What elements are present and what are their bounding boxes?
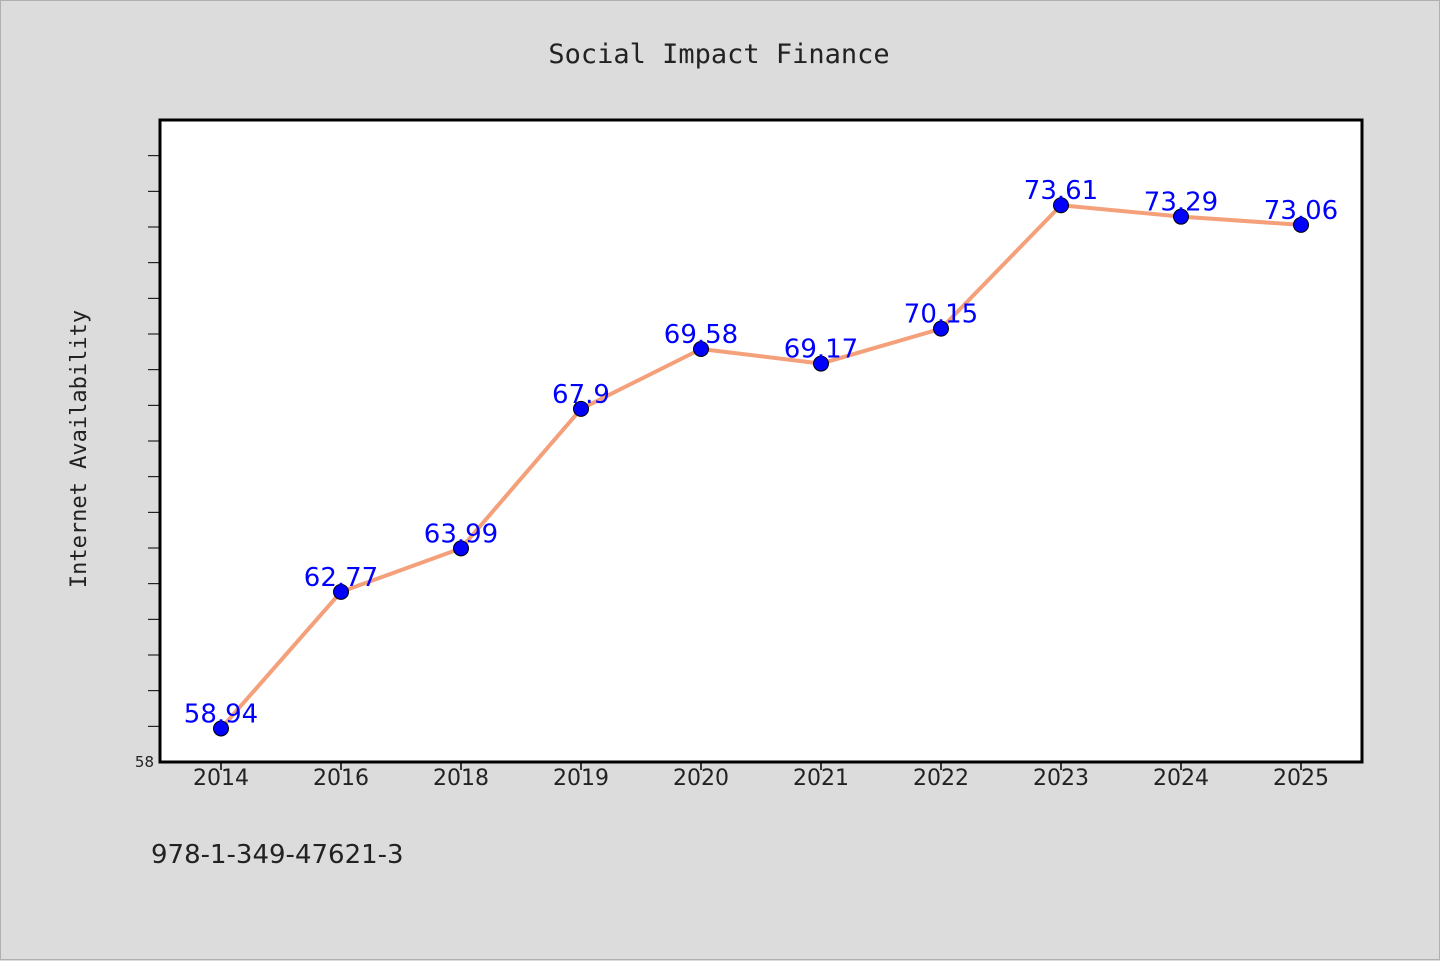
x-tick-label: 2022 bbox=[913, 766, 969, 791]
x-tick-label: 2021 bbox=[793, 766, 849, 791]
footer-code: 978-1-349-47621-3 bbox=[151, 840, 404, 870]
data-point bbox=[693, 340, 709, 357]
y-tick-label: 58 bbox=[135, 753, 154, 771]
data-label: 73.61 bbox=[1024, 176, 1098, 206]
data-label: 58.94 bbox=[184, 699, 258, 729]
data-label: 69.58 bbox=[664, 320, 738, 350]
data-point bbox=[573, 400, 589, 417]
x-tick-label: 2019 bbox=[553, 766, 609, 791]
data-point bbox=[1173, 208, 1189, 225]
data-point bbox=[1293, 216, 1309, 233]
data-label: 62.77 bbox=[304, 563, 378, 593]
x-tick-label: 2016 bbox=[313, 766, 369, 791]
series-line bbox=[219, 203, 1302, 730]
x-tick-label: 2023 bbox=[1033, 766, 1089, 791]
chart-title: Social Impact Finance bbox=[548, 39, 889, 70]
x-axis-ticks: 2014 2016 2018 2019 2020 2021 2022 2023 2024 2025 bbox=[193, 762, 1329, 791]
data-point bbox=[933, 320, 949, 337]
data-label: 69.17 bbox=[784, 335, 858, 365]
data-label: 67.9 bbox=[552, 380, 610, 410]
x-tick-label: 2020 bbox=[673, 766, 729, 791]
data-label: 70.15 bbox=[904, 300, 978, 330]
x-tick-label: 2024 bbox=[1153, 766, 1209, 791]
x-tick-label: 2025 bbox=[1273, 766, 1329, 791]
data-point bbox=[1053, 197, 1069, 214]
plot-area bbox=[158, 118, 1364, 764]
data-point bbox=[333, 583, 349, 600]
data-label: 73.06 bbox=[1264, 196, 1338, 226]
data-point bbox=[213, 720, 229, 737]
y-axis-ticks: 58 bbox=[135, 155, 160, 771]
data-label: 73.29 bbox=[1144, 188, 1218, 218]
series-group: 58.94 62.77 63.99 67.9 69.58 69.17 70.15 73.61 7… bbox=[184, 176, 1338, 737]
x-tick-label: 2014 bbox=[193, 766, 249, 791]
x-tick-label: 2018 bbox=[433, 766, 489, 791]
data-point bbox=[813, 355, 829, 372]
y-axis-label: Internet Availability bbox=[67, 310, 92, 588]
data-label: 63.99 bbox=[424, 519, 498, 549]
data-point bbox=[453, 540, 469, 557]
